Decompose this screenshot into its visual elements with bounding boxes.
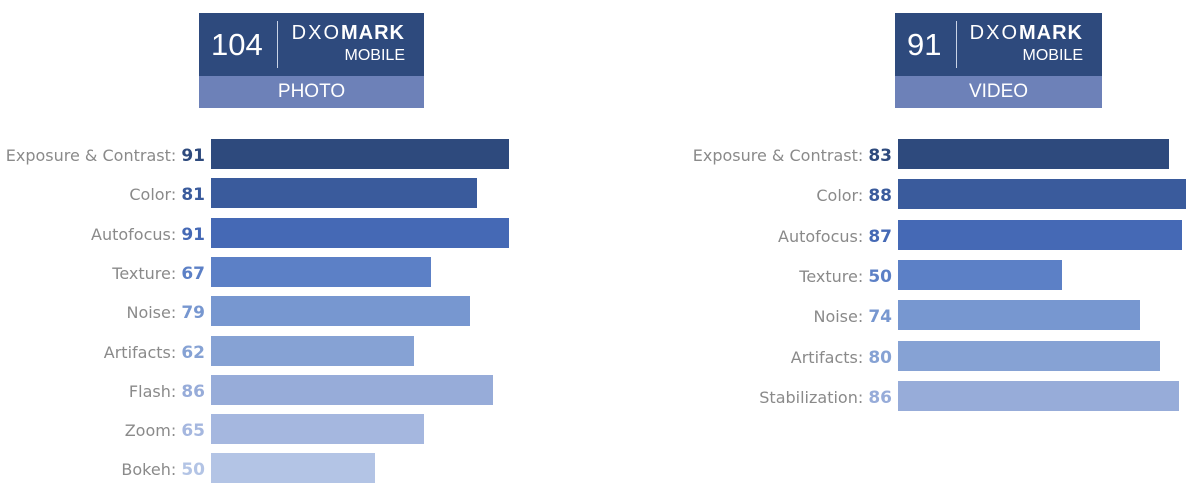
- category-label: Artifacts: 80: [790, 347, 892, 368]
- badge-subtitle: MOBILE: [344, 47, 405, 64]
- category-label: Color: 81: [129, 185, 205, 206]
- score-bar: [898, 380, 1179, 411]
- score-bar: [211, 374, 493, 405]
- chart-row: Exposure & Contrast: 83: [0, 139, 892, 169]
- score-value: 67: [181, 263, 205, 284]
- score-value: 81: [181, 185, 205, 206]
- badge-subtitle: MOBILE: [1022, 47, 1083, 64]
- chart-row: Exposure & Contrast: 91: [0, 139, 205, 169]
- category-label: Exposure & Contrast: 91: [5, 146, 205, 166]
- dxomark-logo: DXOMARK: [291, 22, 405, 44]
- score-bar: [898, 300, 1140, 331]
- chart-row: Texture: 50: [0, 260, 892, 290]
- score-value: 50: [181, 460, 205, 481]
- score-value: 87: [868, 226, 892, 247]
- score-bar: [898, 219, 1182, 250]
- chart-row: Artifacts: 62: [0, 336, 205, 366]
- score-bar: [211, 335, 414, 366]
- chart-row: Noise: 74: [0, 300, 892, 330]
- chart-row: Stabilization: 86: [0, 381, 892, 411]
- score-value: 91: [181, 224, 205, 245]
- score-value: 86: [181, 381, 205, 402]
- score-value: 88: [868, 186, 892, 207]
- score-bar: [211, 139, 509, 169]
- category-label: Noise: 79: [126, 303, 205, 324]
- score-value: 74: [868, 307, 892, 328]
- score-value: 79: [181, 303, 205, 324]
- category-label: Artifacts: 62: [103, 342, 205, 363]
- category-label: Noise: 74: [813, 307, 892, 328]
- category-label: Color: 88: [816, 186, 892, 207]
- category-label: Bokeh: 50: [121, 460, 205, 481]
- photo-score: 104: [211, 27, 263, 62]
- category-label: Exposure & Contrast: 83: [692, 146, 892, 166]
- category-label: Autofocus: 91: [91, 224, 205, 245]
- score-bar: [211, 453, 375, 484]
- category-label: Texture: 67: [112, 263, 205, 284]
- chart-row: Noise: 79: [0, 296, 205, 326]
- photo-score-badge: 104 DXOMARK MOBILE PHOTO: [199, 13, 424, 108]
- category-label: Stabilization: 86: [759, 387, 892, 408]
- score-value: 86: [868, 387, 892, 408]
- video-score-badge: 91 DXOMARK MOBILE VIDEO: [895, 13, 1102, 108]
- score-value: 91: [181, 146, 205, 166]
- chart-row: Flash: 86: [0, 375, 205, 405]
- score-bar: [211, 217, 509, 248]
- category-label: Flash: 86: [128, 381, 205, 402]
- chart-row: Color: 81: [0, 178, 205, 208]
- badge-divider: [277, 21, 278, 68]
- video-score: 91: [907, 27, 942, 62]
- score-value: 62: [181, 342, 205, 363]
- chart-row: Zoom: 65: [0, 414, 205, 444]
- score-bar: [211, 256, 431, 287]
- chart-row: Color: 88: [0, 179, 892, 209]
- score-bar: [898, 139, 1169, 169]
- chart-row: Texture: 67: [0, 257, 205, 287]
- badge-category: VIDEO: [895, 76, 1102, 108]
- score-bar: [898, 179, 1186, 210]
- category-label: Zoom: 65: [124, 421, 205, 442]
- category-label: Autofocus: 87: [778, 226, 892, 247]
- chart-row: Autofocus: 87: [0, 220, 892, 250]
- badge-category: PHOTO: [199, 76, 424, 108]
- score-value: 50: [868, 266, 892, 287]
- score-value: 83: [868, 146, 892, 166]
- chart-row: Artifacts: 80: [0, 341, 892, 371]
- score-bar: [898, 340, 1160, 371]
- chart-row: Bokeh: 50: [0, 453, 205, 483]
- score-value: 80: [868, 347, 892, 368]
- score-bar: [211, 414, 424, 445]
- dxomark-logo: DXOMARK: [969, 22, 1083, 44]
- score-bar: [898, 259, 1062, 290]
- category-label: Texture: 50: [799, 266, 892, 287]
- score-bar: [211, 296, 470, 327]
- chart-row: Autofocus: 91: [0, 218, 205, 248]
- score-bar: [211, 178, 477, 209]
- badge-divider: [956, 21, 957, 68]
- score-value: 65: [181, 421, 205, 442]
